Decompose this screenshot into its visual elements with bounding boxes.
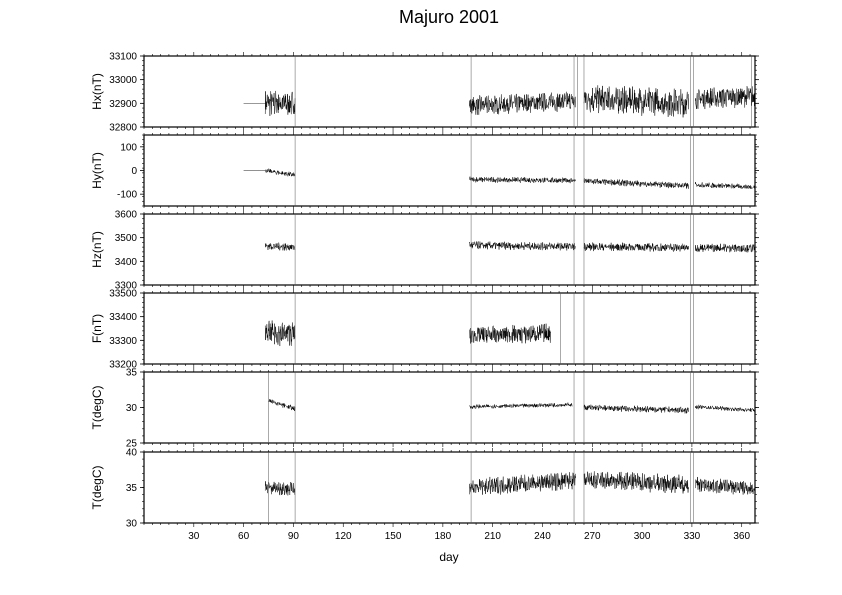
- y-axis-label: Hx(nT): [90, 73, 104, 110]
- data-trace: [583, 85, 689, 118]
- panel-3: 3300 3400 3500 3600 Hz(nT): [90, 210, 759, 292]
- y-tick-label: -100: [117, 190, 137, 201]
- y-tick-label: 33000: [109, 75, 137, 86]
- data-trace: [694, 404, 755, 413]
- y-tick-label: 0: [131, 166, 137, 177]
- x-tick-label: 120: [335, 531, 352, 542]
- x-tick-label: 330: [684, 531, 701, 542]
- panel-frame: [143, 292, 756, 365]
- y-tick-label: 30: [126, 519, 138, 530]
- data-trace: [469, 240, 576, 251]
- y-tick-label: 35: [126, 483, 138, 494]
- y-tick-label: 30: [126, 403, 138, 414]
- y-tick-label: 3500: [115, 233, 138, 244]
- x-tick-label: 360: [733, 531, 750, 542]
- panel-frame: [143, 213, 756, 286]
- x-tick-label: 240: [534, 531, 551, 542]
- panel-frame: [143, 55, 756, 128]
- data-trace: [469, 323, 552, 344]
- data-trace: [469, 401, 573, 410]
- data-trace: [694, 243, 755, 253]
- chart-title: Majuro 2001: [399, 7, 499, 27]
- panels-group: 32800 32900 33000 33100 Hx(nT) -100 0 100 Hy(nT)…: [90, 52, 759, 542]
- y-tick-label: 33400: [109, 312, 137, 323]
- x-tick-label: 180: [435, 531, 452, 542]
- y-tick-label: 33100: [109, 52, 137, 63]
- y-tick-label: 33300: [109, 336, 137, 347]
- panel-frame: [143, 371, 756, 444]
- y-tick-label: 3600: [115, 210, 138, 221]
- data-trace: [694, 181, 755, 190]
- y-tick-label: 32900: [109, 99, 137, 110]
- x-tick-label: 210: [484, 531, 501, 542]
- x-tick-label: 30: [188, 531, 200, 542]
- x-axis-label: day: [439, 550, 458, 564]
- y-tick-label: 100: [120, 142, 137, 153]
- x-tick-label: 60: [238, 531, 250, 542]
- panel-4: 33200 33300 33400 33500 F(nT): [90, 289, 759, 371]
- y-tick-label: 3400: [115, 257, 138, 268]
- x-tick-label: 300: [634, 531, 651, 542]
- data-trace: [583, 404, 689, 414]
- y-axis-label: Hz(nT): [90, 231, 104, 268]
- y-tick-label: 33200: [109, 360, 137, 371]
- x-tick-label: 270: [584, 531, 601, 542]
- data-trace: [264, 242, 296, 251]
- data-trace: [264, 320, 296, 347]
- data-trace: [694, 86, 755, 110]
- data-trace: [264, 481, 296, 496]
- data-trace: [264, 168, 296, 178]
- y-axis-label: T(degC): [90, 385, 104, 429]
- data-trace: [583, 241, 689, 252]
- data-trace: [268, 399, 296, 412]
- data-trace: [583, 471, 689, 494]
- data-trace: [694, 476, 755, 496]
- y-axis-label: Hy(nT): [90, 152, 104, 189]
- panel-6: 30 35 40 T(degC) 30 60 90 120 150 180 210 240 270 300…: [90, 448, 759, 542]
- y-tick-label: 32800: [109, 123, 137, 134]
- data-trace: [469, 176, 576, 184]
- x-tick-label: 150: [385, 531, 402, 542]
- y-axis-label: T(degC): [90, 465, 104, 509]
- y-tick-label: 3300: [115, 281, 138, 292]
- panel-5: 25 30 35 T(degC): [90, 368, 759, 450]
- y-tick-label: 25: [126, 439, 138, 450]
- panel-2: -100 0 100 Hy(nT): [90, 131, 759, 210]
- data-trace: [469, 91, 576, 115]
- data-trace: [469, 472, 576, 495]
- y-tick-label: 40: [126, 448, 138, 459]
- panel-1: 32800 32900 33000 33100 Hx(nT): [90, 52, 759, 134]
- x-tick-label: 90: [288, 531, 300, 542]
- y-tick-label: 35: [126, 368, 138, 379]
- data-trace: [583, 178, 689, 189]
- panel-frame: [143, 134, 756, 207]
- data-trace: [264, 90, 296, 116]
- y-tick-label: 33500: [109, 289, 137, 300]
- y-axis-label: F(nT): [90, 314, 104, 343]
